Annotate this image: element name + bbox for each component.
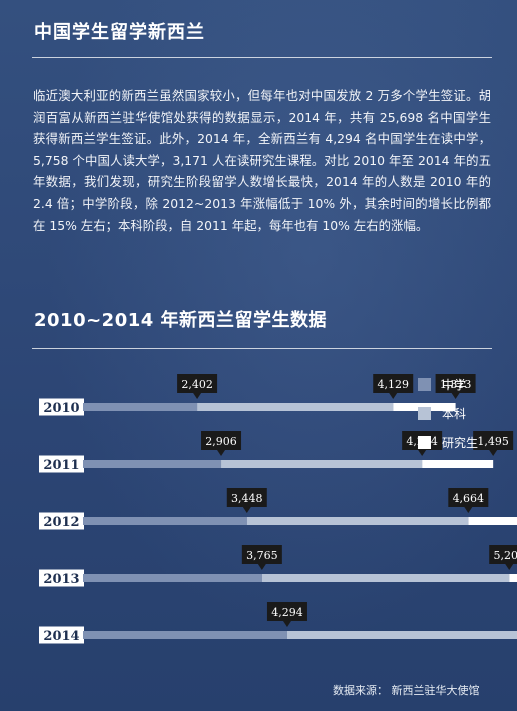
page-title: 中国学生留学新西兰 — [34, 22, 205, 43]
data-label-box — [241, 545, 282, 564]
data-label-pointer — [193, 393, 202, 399]
year-label-box — [39, 398, 84, 416]
data-label-box — [226, 488, 267, 507]
data-label-pointer — [282, 621, 291, 627]
year-label: 2010 — [43, 401, 79, 416]
year-label: 2012 — [43, 515, 79, 530]
data-label: 5,208 — [493, 549, 517, 562]
bar-segment-研究生 — [509, 574, 517, 582]
legend-entry: 本科 — [442, 407, 466, 421]
bar-segment-本科 — [246, 517, 469, 525]
data-label-box — [473, 431, 514, 450]
data-label-pointer — [217, 450, 226, 456]
data-label: 3,765 — [246, 549, 278, 562]
data-label: 3,448 — [231, 492, 263, 505]
data-label-pointer — [389, 393, 398, 399]
data-label: 2,402 — [181, 378, 213, 391]
title-divider — [32, 57, 492, 58]
data-label: 1,495 — [477, 435, 509, 448]
data-label-pointer — [242, 507, 251, 513]
bar-segment-本科 — [286, 631, 517, 639]
chart-title: 2010~2014 年新西兰留学生数据 — [34, 310, 328, 331]
year-label-box — [39, 569, 84, 587]
bar-segment-研究生 — [422, 460, 494, 468]
legend-swatch — [418, 378, 431, 391]
data-label-box — [201, 431, 242, 450]
bar-segment-中学 — [83, 631, 287, 639]
year-label: 2013 — [43, 572, 79, 587]
data-source: 数据来源： 新西兰驻华大使馆 — [333, 684, 480, 697]
bar-segment-研究生 — [468, 517, 517, 525]
data-label: 2,906 — [205, 435, 237, 448]
year-label-box — [39, 626, 84, 644]
bar-segment-中学 — [83, 574, 262, 582]
year-label: 2011 — [43, 458, 79, 473]
data-label: 4,664 — [453, 492, 485, 505]
year-label: 2014 — [43, 629, 79, 644]
legend-entry: 中学 — [442, 377, 466, 392]
data-label: 4,294 — [271, 606, 303, 619]
data-label-box — [177, 374, 218, 393]
data-label-box — [489, 545, 517, 564]
year-label-box — [39, 512, 84, 530]
chart-title-divider — [32, 348, 492, 349]
bar-segment-本科 — [197, 403, 394, 411]
intro-paragraph: 临近澳大利亚的新西兰虽然国家较小，但每年也对中国发放 2 万多个学生签证。胡润百… — [33, 88, 491, 233]
data-label-box — [266, 602, 307, 621]
data-label-pointer — [451, 393, 460, 399]
legend-swatch — [418, 407, 431, 420]
data-label-pointer — [418, 450, 427, 456]
bar-segment-本科 — [261, 574, 510, 582]
bar-segment-中学 — [83, 460, 222, 468]
data-label-box — [448, 488, 489, 507]
bar-segment-中学 — [83, 403, 198, 411]
year-label-box — [39, 455, 84, 473]
data-label: 4,129 — [377, 378, 409, 391]
bar-segment-中学 — [83, 517, 247, 525]
data-label-pointer — [464, 507, 473, 513]
bar-segment-本科 — [221, 460, 423, 468]
data-label-box — [373, 374, 414, 393]
data-label-pointer — [257, 564, 266, 570]
data-label-box — [435, 374, 476, 393]
data-label: 1,313 — [440, 378, 472, 391]
legend-swatch — [418, 436, 431, 449]
legend-entry: 研究生 — [442, 435, 478, 450]
data-label-pointer — [489, 450, 498, 456]
data-label-pointer — [505, 564, 514, 570]
